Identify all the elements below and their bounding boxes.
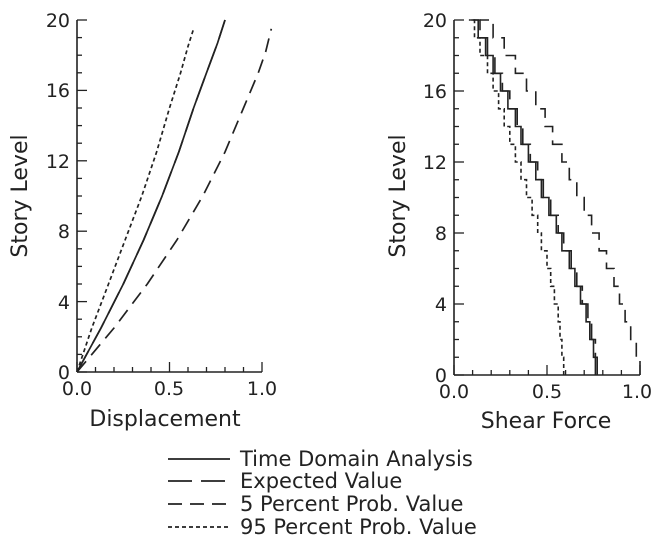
shear-y-tick-2: 8 (435, 223, 447, 245)
displacement-y-axis-label: Story Level (8, 134, 33, 257)
legend-label-time-domain: Time Domain Analysis (239, 447, 473, 471)
shear-y-tick-4: 16 (423, 81, 447, 103)
displacement-y-tick-4: 16 (46, 80, 70, 102)
displacement-x-tick-1: 0.5 (154, 378, 184, 400)
displacement-series-95-percent-prob-value (76, 28, 195, 373)
shear-x-tick-0: 0.0 (439, 381, 469, 403)
displacement-y-tick-0: 0 (58, 362, 70, 384)
legend-label-5-percent: 5 Percent Prob. Value (240, 492, 463, 516)
shear-x-tick-1: 0.5 (532, 381, 562, 403)
legend-label-95-percent: 95 Percent Prob. Value (240, 515, 477, 539)
shear-series-expected-value (472, 19, 598, 375)
displacement-series-time-domain-analysis (76, 19, 226, 373)
shear-ticks (453, 19, 641, 376)
shear-series-time-domain-analysis (470, 19, 597, 375)
shear-x-axis-label: Shear Force (481, 409, 612, 434)
displacement-y-tick-3: 12 (46, 151, 70, 173)
shear-y-tick-3: 12 (423, 152, 447, 174)
displacement-y-tick-2: 8 (58, 221, 70, 243)
shear-series-95-percent-prob-value (468, 19, 565, 375)
shear-x-tick-2: 1.0 (622, 381, 652, 403)
shear-force-panel: 0.0 0.5 1.0 0 4 8 12 16 20 Shear Force S… (386, 10, 652, 434)
legend: Time Domain Analysis Expected Value 5 Pe… (168, 447, 477, 539)
shear-y-tick-0: 0 (435, 365, 447, 387)
displacement-series (76, 19, 273, 373)
displacement-x-axis-label: Displacement (89, 407, 241, 432)
shear-y-tick-1: 4 (435, 294, 447, 316)
displacement-y-tick-5: 20 (46, 10, 70, 32)
displacement-y-tick-1: 4 (58, 292, 70, 314)
displacement-ticks (76, 19, 263, 373)
displacement-series-5-percent-prob-value (76, 28, 273, 373)
shear-y-axis-label: Story Level (386, 134, 411, 257)
legend-label-expected: Expected Value (240, 469, 402, 493)
shear-series (468, 19, 641, 375)
shear-y-tick-5: 20 (423, 10, 447, 32)
displacement-panel: 0.0 0.5 1.0 0 4 8 12 16 20 Displacement … (8, 10, 277, 432)
displacement-series-expected-value (76, 19, 226, 373)
displacement-x-tick-0: 0.0 (62, 378, 92, 400)
displacement-x-tick-2: 1.0 (247, 378, 277, 400)
shear-series-5-percent-prob-value (480, 19, 641, 375)
